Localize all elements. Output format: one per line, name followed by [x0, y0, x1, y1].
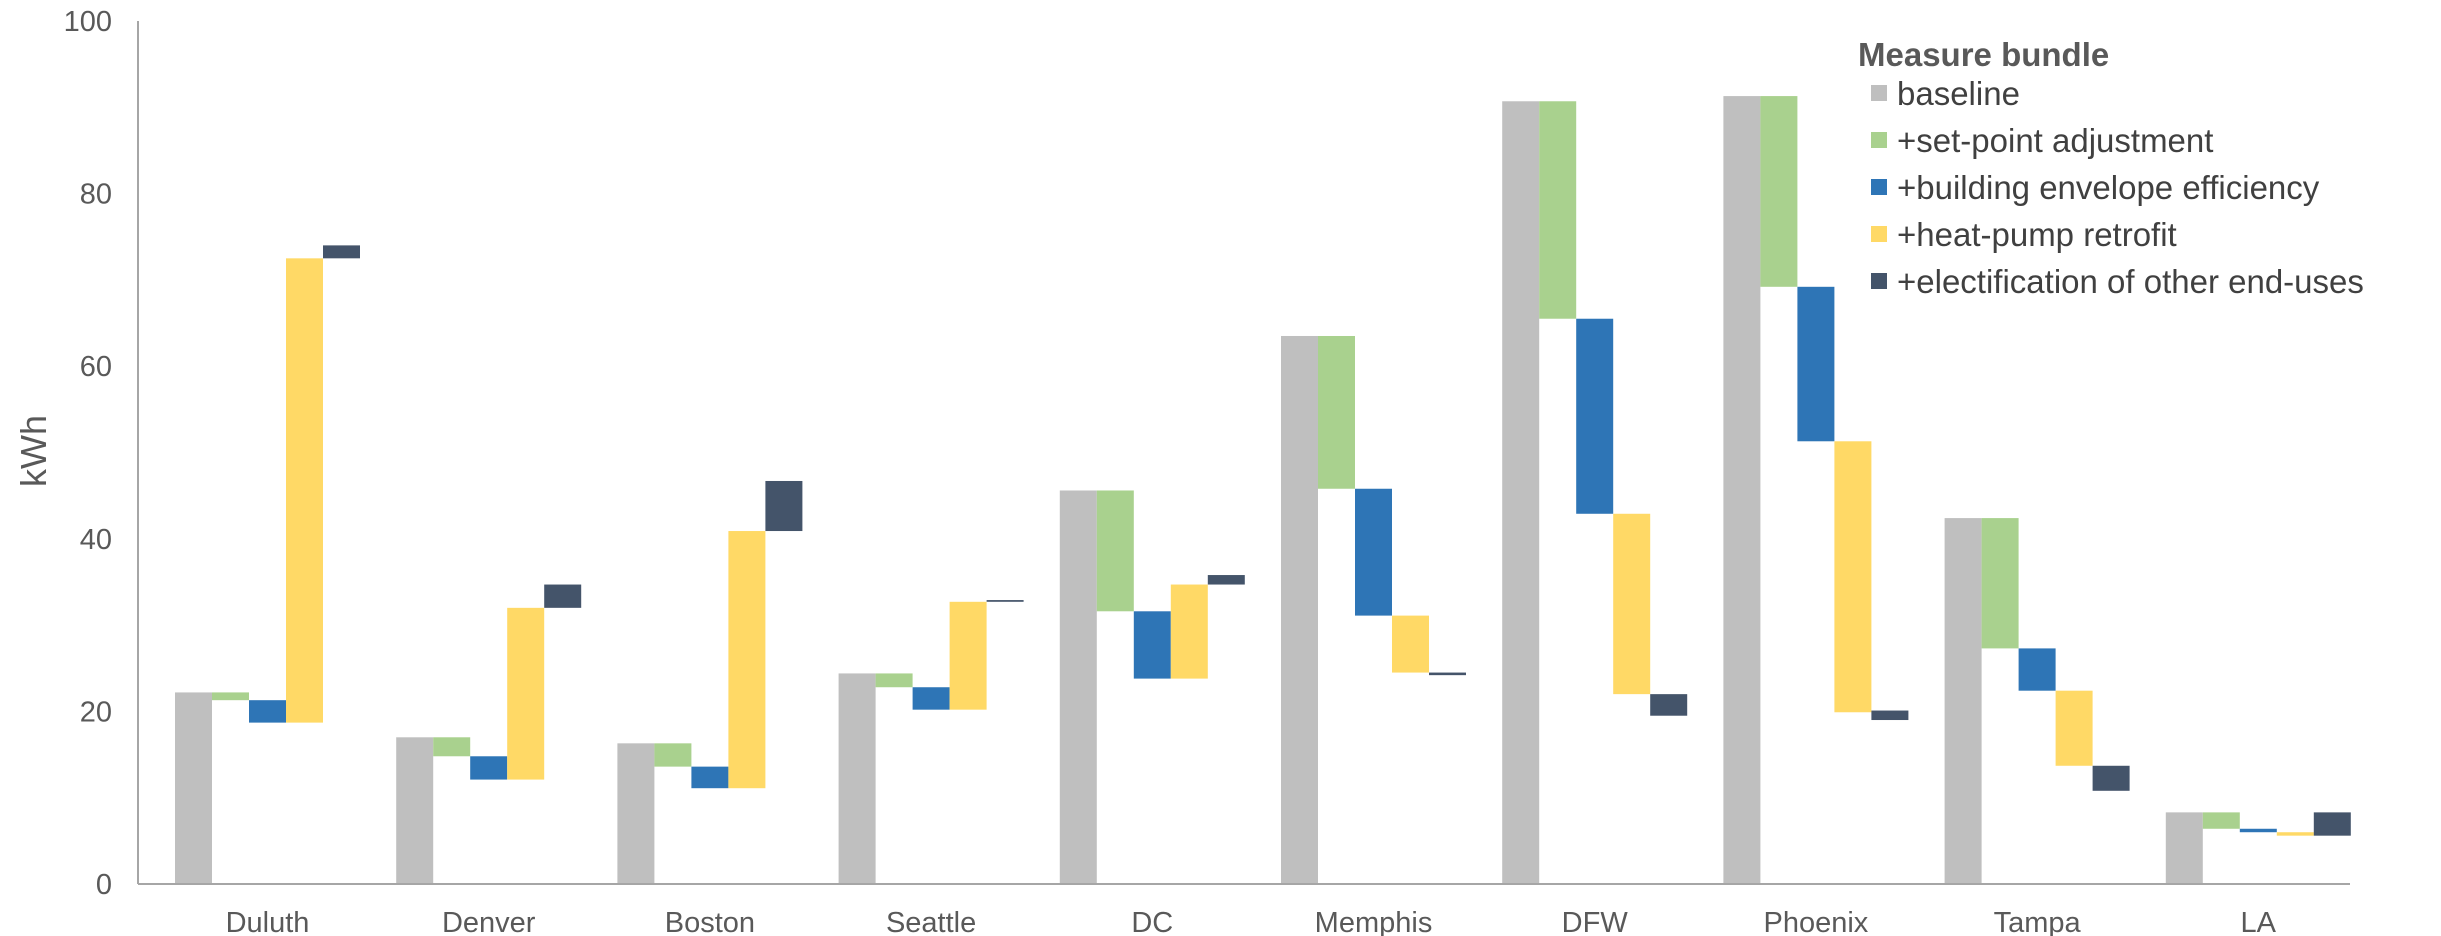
bar-boston-series-1: [654, 743, 692, 767]
legend-label: baseline: [1897, 75, 2020, 112]
bar-tampa-series-1: [1981, 518, 2019, 649]
x-tick-label: Memphis: [1315, 907, 1433, 936]
bar-memphis-series-0: [1281, 335, 1318, 884]
legend-label: +set-point adjustment: [1897, 122, 2213, 159]
bar-dfw-series-3: [1613, 513, 1651, 695]
bar-phoenix-series-1: [1760, 96, 1798, 287]
bar-phoenix-series-4: [1871, 710, 1909, 721]
legend-swatch: [1871, 85, 1887, 101]
y-tick-label: 100: [64, 6, 112, 38]
bar-memphis-series-4: [1429, 672, 1466, 676]
bar-la-series-4: [2313, 812, 2351, 836]
bar-dfw-series-1: [1539, 101, 1577, 319]
bar-la-series-2: [2239, 828, 2277, 833]
bar-boston-series-0: [617, 743, 655, 884]
bar-duluth-series-1: [212, 692, 249, 701]
bar-boston-series-4: [765, 480, 803, 532]
bar-denver-series-0: [396, 737, 434, 884]
bar-phoenix-series-2: [1797, 286, 1835, 442]
legend-swatch: [1871, 179, 1887, 195]
bar-seattle-series-0: [838, 673, 876, 884]
x-tick-label: DFW: [1562, 907, 1629, 936]
bar-duluth-series-2: [249, 700, 286, 723]
x-tick-label: Tampa: [1994, 907, 2082, 936]
bar-seattle-series-3: [949, 601, 987, 710]
x-tick-label: DC: [1131, 907, 1173, 936]
bar-seattle-series-2: [912, 687, 950, 710]
legend-label: +electification of other end-uses: [1897, 263, 2364, 300]
bars-layer: [175, 96, 2351, 885]
bar-dc-series-0: [1059, 490, 1097, 884]
bar-boston-series-3: [728, 531, 766, 789]
y-tick-label: 40: [80, 524, 112, 556]
x-tick-label: LA: [2241, 907, 2277, 936]
bar-denver-series-2: [470, 756, 508, 780]
bar-dfw-series-0: [1502, 101, 1540, 884]
bar-tampa-series-3: [2055, 690, 2093, 766]
x-tick-labels: Duluth Denver Boston Seattle DC Memphis DFW Pho…: [226, 907, 2277, 936]
y-tick-labels: 0 20 40 60 80 100: [64, 6, 112, 901]
legend-title: Measure bundle: [1858, 36, 2109, 73]
legend: Measure bundle baseline +set-point adjust…: [1858, 36, 2364, 300]
y-tick-label: 20: [80, 696, 112, 728]
bar-dc-series-1: [1096, 490, 1134, 612]
y-tick-label: 80: [80, 179, 112, 211]
x-tick-label: Boston: [665, 907, 755, 936]
bar-denver-series-4: [544, 584, 582, 608]
legend-swatch: [1871, 132, 1887, 148]
legend-label: +building envelope efficiency: [1897, 169, 2320, 206]
legend-swatch: [1871, 226, 1887, 242]
bar-la-series-3: [2276, 832, 2314, 836]
bar-dfw-series-2: [1576, 318, 1614, 514]
bar-seattle-series-1: [875, 673, 913, 688]
bar-denver-series-3: [507, 607, 545, 780]
x-tick-label: Duluth: [226, 907, 310, 936]
bar-dc-series-4: [1207, 575, 1245, 585]
bar-dc-series-3: [1170, 584, 1208, 679]
bar-la-series-0: [2165, 812, 2203, 884]
bar-duluth-series-0: [175, 692, 212, 884]
bar-memphis-series-3: [1392, 615, 1429, 673]
bar-tampa-series-0: [1944, 518, 1982, 884]
bar-phoenix-series-3: [1834, 441, 1872, 713]
x-tick-label: Phoenix: [1763, 907, 1868, 936]
y-tick-label: 0: [96, 869, 112, 901]
bar-denver-series-1: [433, 737, 471, 757]
x-tick-label: Denver: [442, 907, 536, 936]
y-tick-label: 60: [80, 351, 112, 383]
x-tick-label: Seattle: [886, 907, 976, 936]
bar-dfw-series-4: [1650, 694, 1688, 716]
bar-tampa-series-2: [2018, 648, 2056, 691]
y-axis-title: kWh: [13, 415, 54, 487]
bar-dc-series-2: [1133, 611, 1171, 679]
legend-swatch: [1871, 273, 1887, 289]
bar-duluth-series-4: [323, 245, 360, 259]
bar-la-series-1: [2202, 812, 2240, 829]
legend-label: +heat-pump retrofit: [1897, 216, 2177, 253]
bar-memphis-series-1: [1318, 335, 1355, 489]
bar-duluth-series-3: [286, 258, 323, 723]
bar-tampa-series-4: [2092, 765, 2130, 791]
bar-seattle-series-4: [986, 600, 1024, 602]
bar-phoenix-series-0: [1723, 96, 1761, 885]
bar-boston-series-2: [691, 766, 729, 789]
bar-memphis-series-2: [1355, 488, 1392, 616]
